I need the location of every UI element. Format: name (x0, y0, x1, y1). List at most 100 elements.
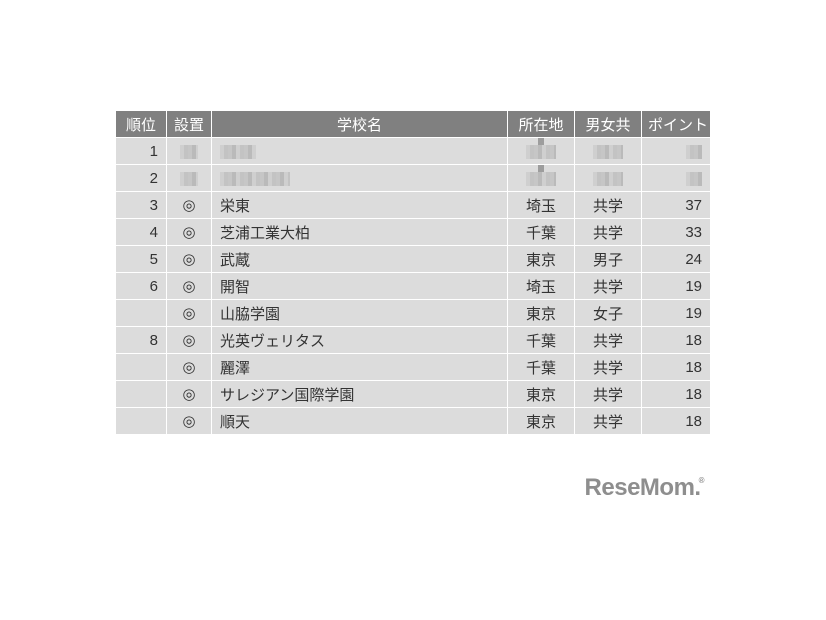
table-row: ◎順天東京共学18 (116, 408, 710, 434)
censored-icon (526, 145, 556, 159)
cell-gender: 共学 (575, 408, 641, 434)
table-row: 6◎開智埼玉共学19 (116, 273, 710, 299)
table-row: ◎サレジアン国際学園東京共学18 (116, 381, 710, 407)
cell-setti: ◎ (167, 381, 211, 407)
cell-name (212, 138, 507, 164)
cell-gender: 共学 (575, 219, 641, 245)
cell-loc: 千葉 (508, 354, 574, 380)
cell-name: 麗澤 (212, 354, 507, 380)
table-row: 5◎武蔵東京男子24 (116, 246, 710, 272)
cell-pts: 37 (642, 192, 710, 218)
cell-gender: 男子 (575, 246, 641, 272)
cell-gender: 共学 (575, 273, 641, 299)
censored-icon (180, 145, 198, 159)
cell-loc: 千葉 (508, 219, 574, 245)
cell-rank (116, 408, 166, 434)
cell-rank: 4 (116, 219, 166, 245)
cell-setti: ◎ (167, 408, 211, 434)
cell-gender (575, 165, 641, 191)
cell-rank: 3 (116, 192, 166, 218)
table-row: 3◎栄東埼玉共学37 (116, 192, 710, 218)
cell-name: 武蔵 (212, 246, 507, 272)
cell-pts (642, 165, 710, 191)
table-row: ◎麗澤千葉共学18 (116, 354, 710, 380)
logo-trademark: ® (699, 476, 704, 485)
cell-pts: 18 (642, 381, 710, 407)
stage: 順位 設置 学校名 所在地 男女共 ポイント 123◎栄東埼玉共学374◎芝浦工… (0, 0, 826, 620)
logo-part-b: Mom (640, 474, 695, 501)
col-name: 学校名 (212, 111, 507, 137)
cell-pts: 18 (642, 327, 710, 353)
ranking-table: 順位 設置 学校名 所在地 男女共 ポイント 123◎栄東埼玉共学374◎芝浦工… (115, 110, 711, 435)
cell-pts: 18 (642, 408, 710, 434)
censored-icon (593, 172, 623, 186)
cell-pts: 18 (642, 354, 710, 380)
cell-rank: 8 (116, 327, 166, 353)
cell-pts (642, 138, 710, 164)
cell-gender: 女子 (575, 300, 641, 326)
cell-setti (167, 165, 211, 191)
table-row: ◎山脇学園東京女子19 (116, 300, 710, 326)
cell-name: 光英ヴェリタス (212, 327, 507, 353)
cell-gender: 共学 (575, 354, 641, 380)
cell-rank: 6 (116, 273, 166, 299)
table-row: 1 (116, 138, 710, 164)
cell-rank: 5 (116, 246, 166, 272)
censored-icon (526, 172, 556, 186)
cell-name: 栄東 (212, 192, 507, 218)
cell-setti: ◎ (167, 273, 211, 299)
cell-name: 順天 (212, 408, 507, 434)
cell-name: 芝浦工業大柏 (212, 219, 507, 245)
cell-setti: ◎ (167, 300, 211, 326)
cell-loc: 東京 (508, 246, 574, 272)
cell-name: 山脇学園 (212, 300, 507, 326)
censored-icon (220, 145, 256, 159)
col-loc: 所在地 (508, 111, 574, 137)
cell-name (212, 165, 507, 191)
cell-pts: 19 (642, 273, 710, 299)
cell-gender (575, 138, 641, 164)
ranking-table-wrap: 順位 設置 学校名 所在地 男女共 ポイント 123◎栄東埼玉共学374◎芝浦工… (115, 110, 711, 435)
cell-setti: ◎ (167, 327, 211, 353)
cell-setti: ◎ (167, 354, 211, 380)
cell-setti: ◎ (167, 192, 211, 218)
col-setti: 設置 (167, 111, 211, 137)
cell-rank (116, 300, 166, 326)
cell-pts: 19 (642, 300, 710, 326)
cell-setti: ◎ (167, 219, 211, 245)
resemom-logo: ReseMom.® (585, 474, 706, 502)
censored-icon (220, 172, 290, 186)
table-header-row: 順位 設置 学校名 所在地 男女共 ポイント (116, 111, 710, 137)
cell-loc: 東京 (508, 300, 574, 326)
cell-loc: 埼玉 (508, 273, 574, 299)
cell-loc (508, 138, 574, 164)
col-rank: 順位 (116, 111, 166, 137)
cell-loc (508, 165, 574, 191)
cell-setti (167, 138, 211, 164)
censored-icon (180, 172, 198, 186)
cell-rank (116, 354, 166, 380)
cell-loc: 東京 (508, 381, 574, 407)
table-row: 2 (116, 165, 710, 191)
cell-name: サレジアン国際学園 (212, 381, 507, 407)
cell-gender: 共学 (575, 327, 641, 353)
table-row: 4◎芝浦工業大柏千葉共学33 (116, 219, 710, 245)
cell-loc: 千葉 (508, 327, 574, 353)
cell-loc: 東京 (508, 408, 574, 434)
logo-part-a: Rese (585, 474, 640, 501)
censored-icon (686, 172, 702, 186)
cell-pts: 33 (642, 219, 710, 245)
col-pts: ポイント (642, 111, 710, 137)
table-body: 123◎栄東埼玉共学374◎芝浦工業大柏千葉共学335◎武蔵東京男子246◎開智… (116, 138, 710, 434)
cell-name: 開智 (212, 273, 507, 299)
cell-gender: 共学 (575, 192, 641, 218)
cell-rank: 1 (116, 138, 166, 164)
cell-rank (116, 381, 166, 407)
cell-pts: 24 (642, 246, 710, 272)
censored-icon (593, 145, 623, 159)
col-gender: 男女共 (575, 111, 641, 137)
cell-rank: 2 (116, 165, 166, 191)
censored-icon (686, 145, 702, 159)
cell-loc: 埼玉 (508, 192, 574, 218)
table-row: 8◎光英ヴェリタス千葉共学18 (116, 327, 710, 353)
